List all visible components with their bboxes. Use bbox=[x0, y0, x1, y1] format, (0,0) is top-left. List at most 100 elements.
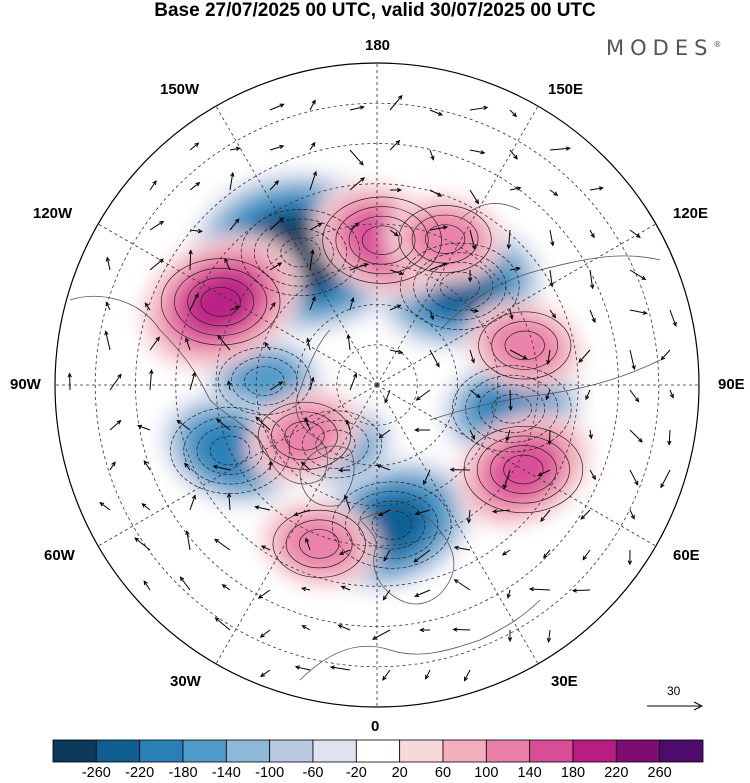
wind-vector bbox=[629, 309, 648, 315]
wind-vector bbox=[217, 334, 231, 351]
wind-vector bbox=[469, 229, 477, 251]
wind-vector bbox=[384, 389, 391, 404]
wind-vector bbox=[185, 337, 191, 351]
wind-vector bbox=[269, 144, 285, 151]
wind-vector bbox=[338, 468, 351, 473]
wind-vector bbox=[346, 333, 351, 351]
wind-vector bbox=[349, 177, 365, 191]
wind-vector bbox=[300, 461, 311, 471]
wind-vector bbox=[189, 228, 203, 234]
wind-vector bbox=[469, 308, 480, 313]
colorbar-tick-label: -180 bbox=[168, 765, 198, 781]
wind-vector bbox=[226, 380, 232, 391]
wind-vector bbox=[429, 109, 444, 116]
wind-vector bbox=[389, 94, 403, 111]
wind-vector bbox=[549, 189, 559, 196]
wind-vector bbox=[255, 416, 271, 431]
latitude-circle bbox=[215, 223, 539, 547]
coastline-north-america bbox=[69, 295, 331, 485]
wind-vector bbox=[629, 269, 647, 280]
colorbar bbox=[52, 739, 704, 763]
wind-vector bbox=[189, 142, 200, 151]
colorbar-segment bbox=[355, 739, 401, 763]
colorbar-segment bbox=[182, 739, 227, 763]
anomaly-band bbox=[228, 354, 301, 408]
colorbar-tick-label: -220 bbox=[125, 765, 155, 781]
wind-vector bbox=[627, 549, 633, 566]
anomaly-contour bbox=[345, 491, 439, 560]
wind-vector bbox=[389, 349, 404, 355]
wind-vector bbox=[375, 464, 391, 471]
wind-vector bbox=[463, 669, 471, 682]
anomaly-contour bbox=[465, 374, 559, 443]
wind-vector bbox=[547, 429, 552, 446]
anomaly-contour bbox=[183, 416, 277, 485]
wind-vector bbox=[301, 625, 311, 631]
colorbar-segment bbox=[399, 739, 444, 763]
wind-vector bbox=[540, 509, 551, 522]
wind-vector bbox=[309, 141, 316, 151]
wind-vector bbox=[371, 629, 391, 640]
anomaly-contour bbox=[217, 347, 311, 416]
anomaly-contour bbox=[271, 411, 338, 461]
wind-vector bbox=[378, 429, 391, 439]
wind-vector bbox=[141, 503, 151, 511]
wind-vector bbox=[425, 669, 431, 680]
wind-vector bbox=[226, 492, 232, 511]
wind-vector bbox=[503, 469, 511, 490]
anomaly-contour bbox=[170, 406, 290, 495]
wind-vector bbox=[543, 549, 551, 559]
brand-text: MODES bbox=[606, 36, 714, 60]
map-title: Base 27/07/2025 00 UTC, valid 30/07/2025… bbox=[154, 0, 596, 21]
wind-vector bbox=[214, 538, 231, 551]
wind-vector bbox=[389, 139, 401, 151]
wind-vector bbox=[549, 269, 554, 288]
anomaly-contour bbox=[361, 225, 403, 255]
anomaly-contour bbox=[491, 394, 532, 424]
anomaly-contour bbox=[424, 224, 466, 254]
latitude-circle bbox=[336, 344, 418, 426]
anomaly-contour bbox=[284, 421, 325, 451]
lon-label-120e: 120E bbox=[673, 205, 709, 222]
map-border bbox=[54, 62, 700, 708]
wind-vector bbox=[466, 509, 472, 524]
anomaly-contour bbox=[348, 215, 416, 265]
wind-vector bbox=[378, 509, 391, 516]
wind-vector bbox=[259, 629, 271, 638]
wind-vector bbox=[589, 269, 595, 290]
wind-vector bbox=[509, 149, 518, 160]
wind-vector bbox=[509, 349, 528, 360]
colorbar-tick-label: -60 bbox=[302, 765, 324, 781]
colorbar-segment bbox=[139, 739, 184, 763]
colorbar-tick-label: 100 bbox=[474, 765, 499, 781]
wind-vector bbox=[216, 418, 231, 431]
anomaly-contour bbox=[358, 500, 426, 550]
latitude-circle bbox=[94, 102, 660, 668]
wind-vector bbox=[589, 229, 595, 239]
wind-vector bbox=[389, 304, 402, 311]
colorbar-tick-label: 20 bbox=[391, 765, 408, 781]
wind-vector bbox=[224, 257, 231, 271]
wind-vector bbox=[429, 189, 443, 197]
wind-vector bbox=[546, 629, 552, 643]
wind-vector bbox=[349, 222, 360, 231]
wind-vector bbox=[469, 105, 489, 111]
wind-vector bbox=[549, 146, 571, 151]
wind-vector bbox=[580, 509, 591, 520]
wind-vector bbox=[104, 330, 111, 351]
wind-vector bbox=[528, 586, 551, 592]
wind-vector bbox=[337, 624, 351, 631]
wind-vector bbox=[212, 464, 231, 471]
wind-vector bbox=[669, 309, 677, 327]
colorbar-segment bbox=[312, 739, 357, 763]
lon-label-60e: 60E bbox=[673, 547, 700, 564]
lon-label-150w: 150W bbox=[160, 81, 200, 98]
graticule bbox=[55, 63, 699, 707]
wind-vector bbox=[143, 580, 151, 591]
anomaly-contour bbox=[231, 356, 298, 406]
wind-vector bbox=[509, 109, 518, 118]
wind-vector bbox=[109, 419, 122, 431]
wind-vector bbox=[269, 103, 285, 111]
lon-label-150e: 150E bbox=[548, 81, 584, 98]
